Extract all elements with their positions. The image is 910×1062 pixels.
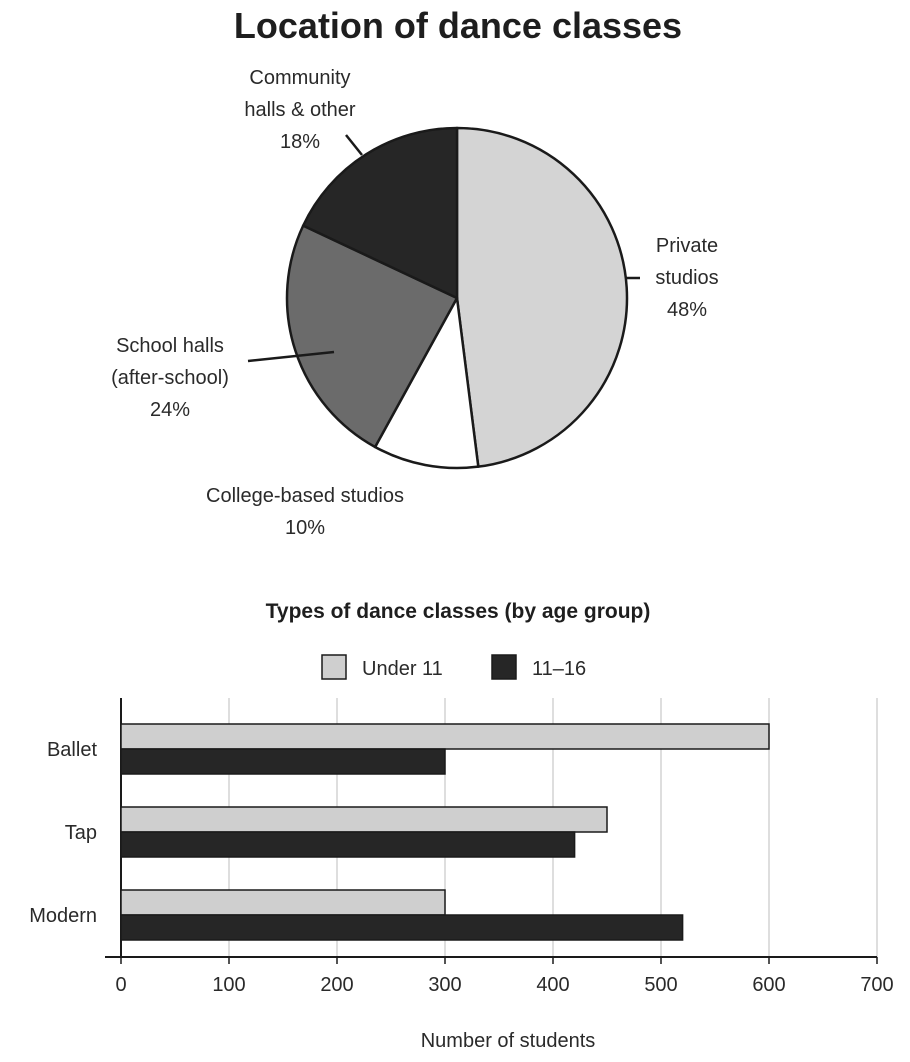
pie-slice-private-studios xyxy=(455,126,629,468)
bar-ballet-under-11 xyxy=(120,723,770,750)
legend-label-under-11: Under 11 xyxy=(362,658,443,680)
pie-pct-private-studios: 48% xyxy=(667,299,707,321)
bar-tap-11-16 xyxy=(120,831,576,858)
bar-modern-11-16 xyxy=(120,914,684,941)
bar-ballet-11-16 xyxy=(120,748,446,775)
pie-title: Location of dance classes xyxy=(234,5,682,46)
pie-pct-college-based-studios: 10% xyxy=(285,517,325,539)
x-tick-label-700: 700 xyxy=(860,974,893,996)
x-tick-label-100: 100 xyxy=(212,974,245,996)
pie-pct-school-halls: 24% xyxy=(150,399,190,421)
bar-title: Types of dance classes (by age group) xyxy=(266,600,651,623)
legend-swatch-11-16 xyxy=(491,654,517,680)
x-tick-label-600: 600 xyxy=(752,974,785,996)
legend-label-11-16: 11–16 xyxy=(532,658,586,680)
bar-chart: 0 100 200 300 400 500 600 700 Ballet Tap Modern xyxy=(29,698,894,996)
bar-x-axis-label: Number of students xyxy=(421,1030,596,1052)
x-tick-label-400: 400 xyxy=(536,974,569,996)
bar-modern-under-11 xyxy=(120,889,446,916)
y-tick-label-tap: Tap xyxy=(65,822,97,844)
pie-label-community-halls: Community halls & other 18% xyxy=(244,67,356,153)
bar-legend: Under 11 11–16 xyxy=(321,654,586,680)
pie-slice-community-halls xyxy=(301,126,459,300)
x-tick-label-300: 300 xyxy=(428,974,461,996)
x-tick-label-500: 500 xyxy=(644,974,677,996)
bar-tap-under-11 xyxy=(120,806,608,833)
y-tick-label-ballet: Ballet xyxy=(47,739,97,761)
legend-swatch-under-11 xyxy=(321,654,347,680)
pie-leader-community-halls xyxy=(345,134,363,156)
pie-label-school-halls: School halls (after-school) 24% xyxy=(111,335,229,421)
pie-leader-school-halls xyxy=(247,350,335,363)
pie-label-private-studios: Private studios 48% xyxy=(655,235,718,321)
pie-pct-community-halls: 18% xyxy=(280,131,320,153)
x-tick-label-200: 200 xyxy=(320,974,353,996)
x-tick-label-0: 0 xyxy=(115,974,126,996)
y-tick-label-modern: Modern xyxy=(29,905,97,927)
pie-slice-college-based-studios xyxy=(373,296,480,470)
pie-label-college-based-studios: College-based studios 10% xyxy=(206,485,404,539)
pie-chart: Private studios 48% College-based studios 10… xyxy=(111,67,719,539)
pie-slice-school-halls xyxy=(285,224,459,449)
